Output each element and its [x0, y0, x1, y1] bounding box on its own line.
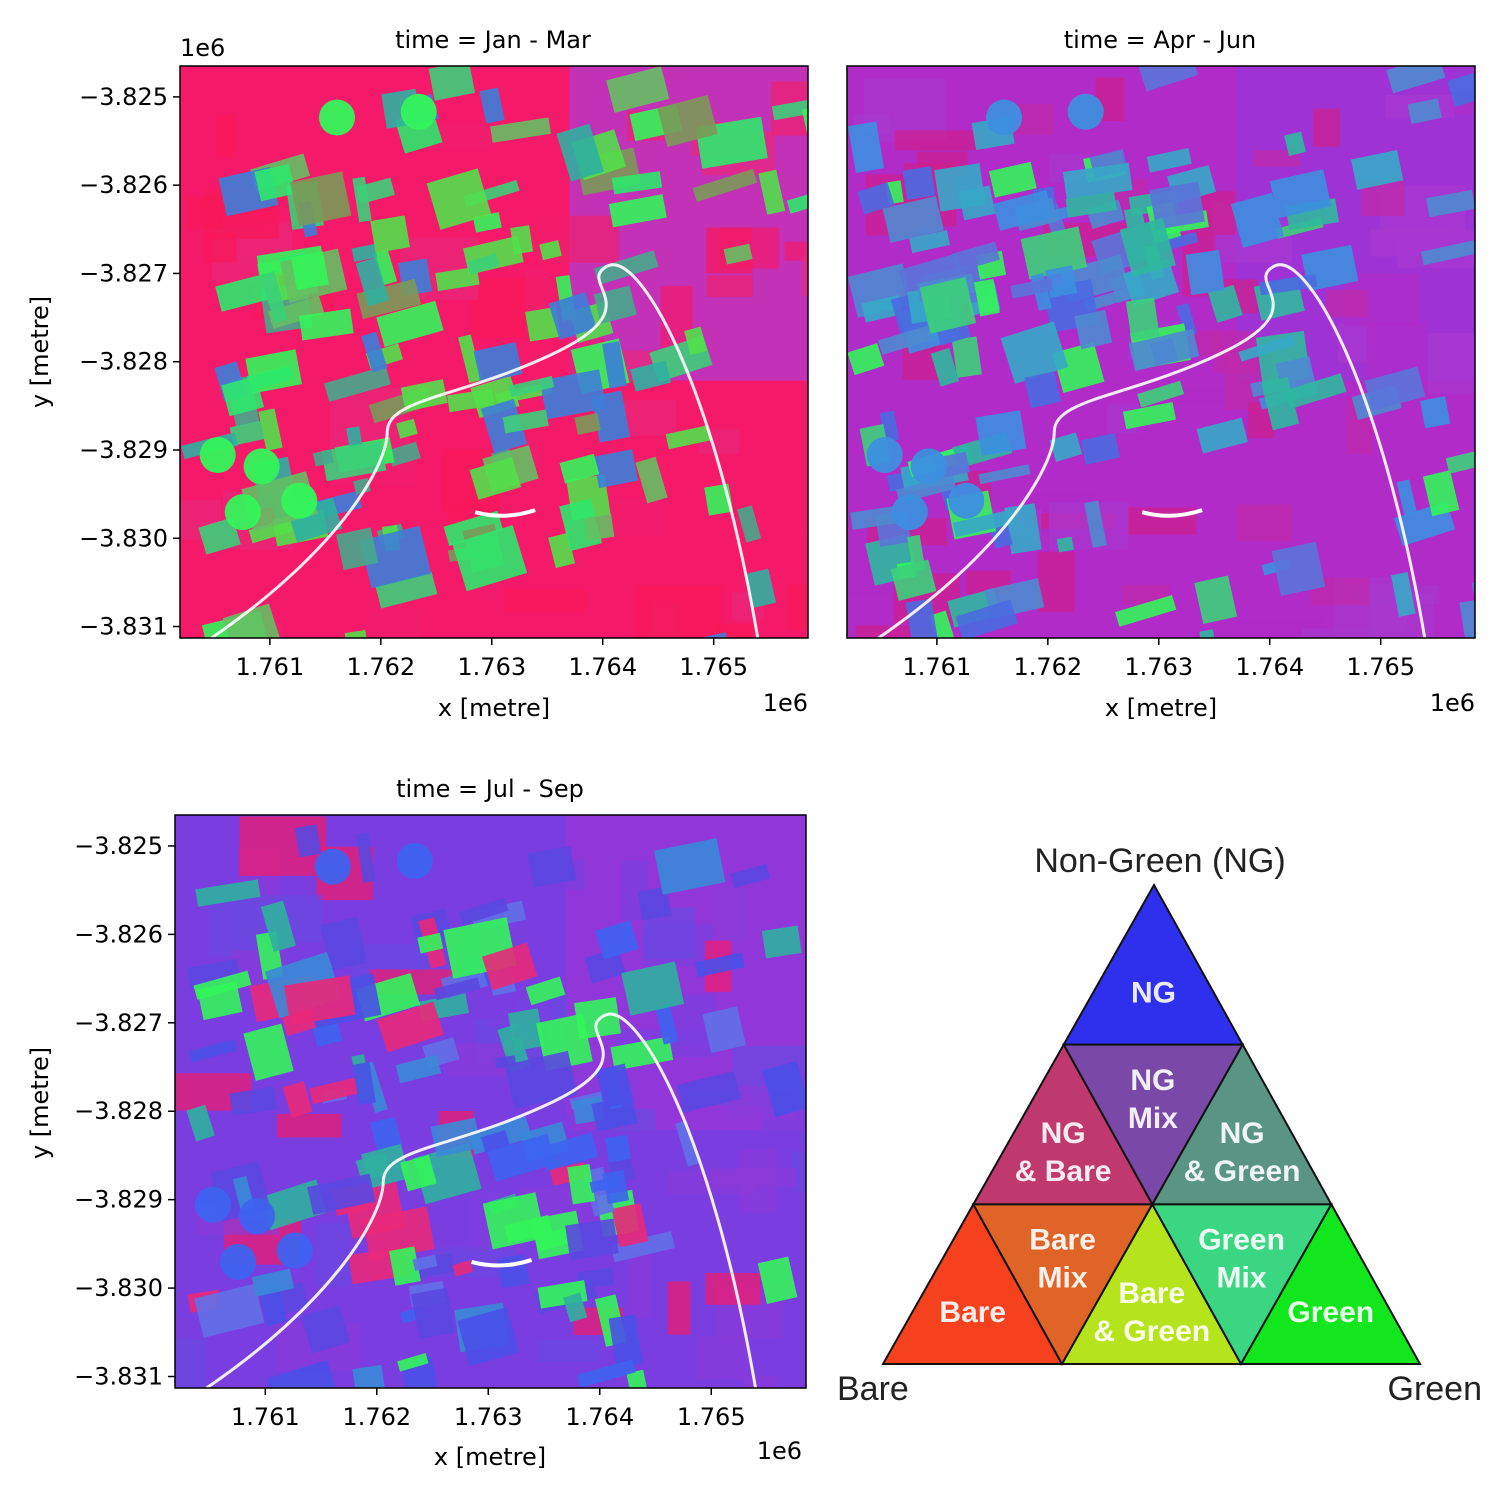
plot-frame — [174, 814, 807, 1389]
x-tick-label: 1.765 — [1346, 653, 1415, 681]
ternary-legend: Non-Green (NG) Bare Green NG NG Mix NG & Bar… — [837, 842, 1482, 1408]
x-ticks: 1.761 1.762 1.763 1.764 1.765 — [903, 638, 1415, 681]
legend-cell: Green — [1239, 1202, 1422, 1365]
legend-cell-label: Green — [1287, 1296, 1374, 1329]
x-tick-label: 1.763 — [454, 1403, 523, 1431]
legend-cell-label: & Bare — [1015, 1155, 1112, 1188]
legend-cell-label: Mix — [1128, 1102, 1178, 1135]
panel-apr-jun: time = Apr - Jun 1.761 1.762 1.763 1.764 1.7… — [846, 26, 1476, 722]
x-offset-label: 1e6 — [1430, 689, 1475, 717]
x-tick-label: 1.764 — [565, 1403, 634, 1431]
y-tick-label: −3.831 — [79, 613, 168, 641]
y-ticks: −3.825 −3.826 −3.827 −3.828 −3.829 −3.830 −3.8… — [74, 832, 175, 1391]
legend-cell-label: & Green — [1184, 1155, 1301, 1188]
x-tick-label: 1.765 — [677, 1403, 746, 1431]
y-tick-label: −3.825 — [74, 832, 163, 860]
x-tick-label: 1.764 — [1235, 653, 1304, 681]
legend-cell: Bare & Green — [1060, 1202, 1243, 1365]
x-tick-label: 1.763 — [1124, 653, 1193, 681]
legend-cell-label: NG — [1131, 976, 1176, 1009]
legend-cell-label: Bare — [939, 1296, 1006, 1329]
legend-cell-label: & Green — [1093, 1315, 1210, 1348]
legend-left-label: Bare — [837, 1370, 909, 1408]
panel-title: time = Apr - Jun — [1064, 26, 1257, 54]
legend-cell-label: Green — [1198, 1224, 1285, 1257]
x-ticks: 1.761 1.762 1.763 1.764 1.765 — [231, 1388, 746, 1431]
x-ticks: 1.761 1.762 1.763 1.764 1.765 — [236, 638, 748, 681]
y-tick-label: −3.826 — [79, 171, 168, 199]
map-image — [175, 815, 806, 1388]
legend-cell-label: Bare — [1029, 1224, 1096, 1257]
legend-cell-fill — [1061, 882, 1245, 1046]
y-tick-label: −3.829 — [79, 436, 168, 464]
x-tick-label: 1.761 — [231, 1403, 300, 1431]
x-axis-label: x [metre] — [1105, 694, 1217, 722]
y-tick-label: −3.828 — [74, 1097, 163, 1125]
x-axis-label: x [metre] — [434, 1443, 546, 1471]
x-tick-label: 1.762 — [346, 653, 415, 681]
x-tick-label: 1.762 — [1013, 653, 1082, 681]
legend-cell: NG & Bare — [971, 1042, 1155, 1206]
y-tick-label: −3.828 — [79, 348, 168, 376]
legend-cell-fill — [1239, 1202, 1422, 1365]
y-tick-label: −3.829 — [74, 1186, 163, 1214]
y-tick-label: −3.826 — [74, 920, 163, 948]
x-offset-label: 1e6 — [757, 1437, 802, 1465]
legend-cell-label: NG — [1041, 1117, 1086, 1150]
legend-cell-label: Bare — [1118, 1277, 1185, 1310]
x-tick-label: 1.763 — [457, 653, 526, 681]
legend-cell: Bare — [881, 1202, 1064, 1365]
y-tick-label: −3.830 — [74, 1274, 163, 1302]
y-ticks: −3.825 −3.826 −3.827 −3.828 −3.829 −3.830 −3.8… — [79, 83, 180, 641]
panel-title: time = Jul - Sep — [396, 775, 584, 803]
legend-cell: Bare Mix — [971, 1203, 1155, 1367]
legend-cell: Green Mix — [1150, 1203, 1334, 1367]
x-tick-label: 1.765 — [679, 653, 748, 681]
plot-frame — [179, 65, 809, 639]
x-tick-label: 1.764 — [568, 653, 637, 681]
legend-top-label: Non-Green (NG) — [1034, 842, 1285, 880]
x-offset-label: 1e6 — [763, 689, 808, 717]
legend-cell: NG & Green — [1150, 1042, 1334, 1206]
map-image — [180, 66, 808, 638]
x-axis-label: x [metre] — [438, 694, 550, 722]
y-tick-label: −3.831 — [74, 1363, 163, 1391]
x-tick-label: 1.762 — [342, 1403, 411, 1431]
y-axis-label: y [metre] — [26, 1047, 54, 1159]
y-axis-label: y [metre] — [26, 296, 54, 408]
legend-cell-label: NG — [1130, 1064, 1175, 1097]
y-tick-label: −3.825 — [79, 83, 168, 111]
x-tick-label: 1.761 — [903, 653, 972, 681]
y-tick-label: −3.827 — [74, 1009, 163, 1037]
legend-cell-label: Mix — [1038, 1262, 1088, 1295]
y-offset-label: 1e6 — [180, 34, 225, 62]
panel-jul-sep: time = Jul - Sep 1.761 1.762 1.763 1.764 1.7… — [26, 775, 807, 1471]
legend-cell: NG Mix — [1061, 1043, 1245, 1207]
plot-frame — [846, 65, 1476, 639]
map-image — [847, 66, 1475, 638]
legend-cell-label: NG — [1220, 1117, 1265, 1150]
legend-cell: NG — [1061, 882, 1245, 1046]
y-tick-label: −3.830 — [79, 524, 168, 552]
legend-cell-label: Mix — [1217, 1262, 1267, 1295]
y-tick-label: −3.827 — [79, 259, 168, 287]
panel-title: time = Jan - Mar — [395, 26, 591, 54]
panel-jan-mar: time = Jan - Mar 1.761 1.762 1.763 1.764 1.7… — [26, 26, 809, 722]
legend-right-label: Green — [1388, 1370, 1483, 1408]
x-tick-label: 1.761 — [236, 653, 305, 681]
legend-cells: NG NG Mix NG & Bare NG & Green Bare Bare Mix Bare &… — [881, 882, 1422, 1367]
